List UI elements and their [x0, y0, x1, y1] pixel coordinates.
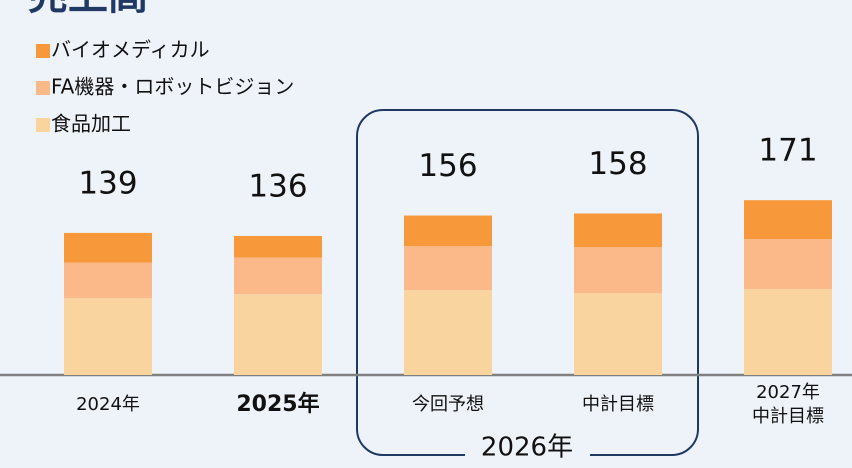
x-tick-label: 2025年	[236, 392, 320, 417]
group-label-bg	[465, 432, 590, 464]
bar-segment	[234, 294, 322, 375]
legend-label: FA機器・ロボットビジョン	[51, 75, 294, 99]
x-tick-label: 今回予想	[412, 394, 484, 415]
x-tick-label: 2027年 中計目標	[752, 382, 824, 427]
total-label: 139	[78, 165, 137, 201]
bar-segment	[744, 200, 832, 240]
chart-title: 売上高	[28, 0, 148, 19]
bar-segment	[64, 232, 152, 263]
x-tick-label: 2024年	[76, 394, 140, 415]
bar-segment	[744, 239, 832, 290]
bar-segment	[404, 215, 492, 247]
bar-segment	[234, 235, 322, 258]
legend-label: 食品加工	[51, 112, 131, 136]
bar-segment	[64, 262, 152, 299]
bar-segment	[404, 290, 492, 375]
legend-label: バイオメディカル	[51, 38, 210, 62]
bar-segment	[574, 247, 662, 294]
total-label: 156	[418, 148, 477, 184]
bar-segment	[404, 246, 492, 291]
legend-swatch	[36, 118, 50, 132]
legend-swatch	[36, 81, 50, 95]
total-label: 158	[588, 146, 647, 182]
bar-segment	[744, 289, 832, 375]
total-label: 136	[248, 168, 307, 204]
group-label: 2026年	[481, 433, 573, 463]
total-label: 171	[758, 133, 817, 169]
bar-segment	[574, 293, 662, 375]
bar-segment	[574, 213, 662, 248]
x-tick-label: 中計目標	[582, 394, 654, 415]
legend-swatch	[36, 44, 50, 58]
bar-segment	[234, 257, 322, 295]
bar-segment	[64, 298, 152, 375]
